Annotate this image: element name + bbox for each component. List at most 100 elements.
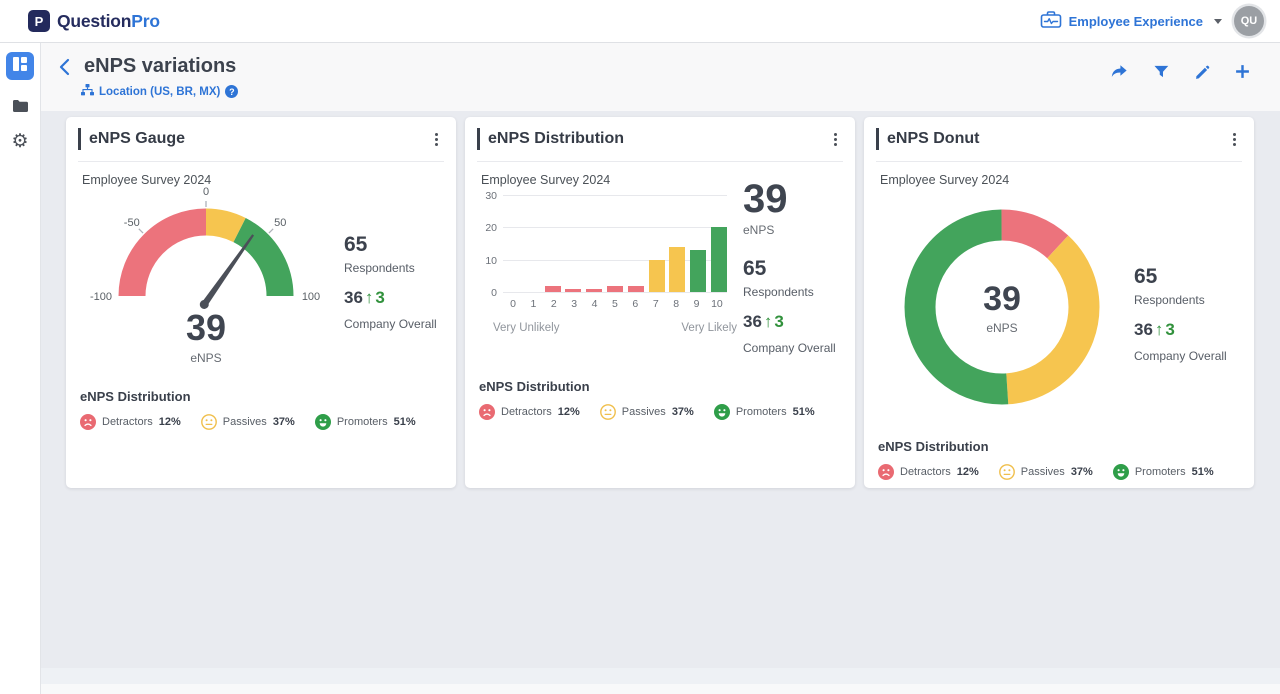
help-icon[interactable]: ?: [225, 85, 239, 98]
divider: [876, 161, 1242, 162]
bar-score-6[interactable]: [627, 285, 644, 292]
add-widget-button[interactable]: [1233, 62, 1252, 81]
edit-button[interactable]: [1192, 62, 1211, 81]
folder-icon: [12, 100, 29, 117]
workspace-selector[interactable]: Employee Experience: [1040, 10, 1222, 32]
x-tick-label: 2: [550, 298, 557, 310]
card-menu-button[interactable]: [429, 127, 444, 152]
distribution-heading: eNPS Distribution: [479, 379, 590, 394]
card-title: eNPS Donut: [887, 130, 980, 147]
enps-donut-card: eNPS Donut Employee Survey 2024 39 eNPS …: [864, 117, 1254, 488]
promoter-face-icon: [713, 404, 730, 420]
distribution-heading: eNPS Distribution: [878, 439, 989, 454]
legend-item-passives: Passives 37%: [998, 464, 1093, 480]
questionpro-logo-icon[interactable]: P: [28, 10, 50, 32]
company-delta: 3: [1165, 320, 1175, 339]
gridline: [503, 195, 727, 196]
detractor-face-icon: [878, 464, 894, 480]
legend-item-detractors: Detractors 12%: [479, 404, 580, 420]
x-tick-label: 0: [510, 298, 516, 310]
filter-button[interactable]: [1151, 62, 1170, 81]
share-button[interactable]: [1108, 61, 1129, 82]
legend-item-promoters: Promoters 51%: [314, 414, 416, 430]
legend-value: 12%: [557, 406, 580, 418]
respondents-label: Respondents: [344, 261, 415, 275]
sidebar-item-folders[interactable]: [12, 99, 29, 113]
svg-text:0: 0: [203, 186, 209, 198]
sidebar-item-dashboards[interactable]: [6, 52, 34, 80]
divider: [477, 161, 843, 162]
legend-value: 51%: [1191, 466, 1214, 478]
x-tick-label: 5: [612, 298, 618, 310]
stats-column: 65 Respondents 36 ↑ 3 Company Overall: [344, 233, 462, 331]
page-title: eNPS variations: [84, 55, 237, 77]
legend-label: Passives: [222, 416, 267, 428]
page-header: eNPS variations Location (US, BR, MX) ?: [41, 43, 1280, 111]
company-score: 36: [344, 288, 363, 307]
footer-strip: [41, 668, 1280, 684]
legend-label: Promoters: [735, 406, 787, 418]
bar-score-8[interactable]: [669, 246, 686, 292]
card-accent-bar: [876, 128, 879, 150]
x-tick-label: 8: [673, 298, 680, 310]
bar-score-10[interactable]: [710, 227, 727, 292]
location-filter-label: Location (US, BR, MX): [99, 85, 221, 98]
gridline: [503, 292, 727, 293]
bar-score-3[interactable]: [565, 288, 582, 292]
footer-strip: [41, 684, 1280, 694]
card-menu-button[interactable]: [1227, 127, 1242, 152]
legend-item-promoters: Promoters 51%: [713, 404, 815, 420]
enps-legend: Detractors 12% Passives 37% Promoters 51%: [80, 414, 416, 430]
up-arrow-icon: ↑: [763, 312, 773, 331]
card-accent-bar: [78, 128, 81, 150]
x-tick-label: 1: [530, 298, 537, 310]
passive-face-icon: [200, 414, 217, 430]
axis-label-left: Very Unlikely: [493, 322, 560, 334]
divider: [78, 161, 444, 162]
passive-face-icon: [998, 464, 1015, 480]
svg-text:50: 50: [274, 217, 286, 229]
brand-suffix: Pro: [131, 10, 160, 31]
bar-score-2[interactable]: [544, 285, 561, 292]
donut-chart: 39 eNPS: [902, 207, 1102, 407]
x-tick-label: 6: [632, 298, 639, 310]
chevron-down-icon: [1214, 18, 1222, 24]
legend-label: Promoters: [1134, 466, 1186, 478]
y-tick-label: 20: [485, 222, 497, 235]
sidebar-item-settings[interactable]: ⚙: [11, 132, 28, 151]
location-filter-chip[interactable]: Location (US, BR, MX) ?: [41, 78, 1280, 99]
up-arrow-icon: ↑: [1154, 320, 1164, 339]
top-navigation-bar: P QuestionPro Employee Experience QU: [0, 0, 1280, 43]
legend-value: 12%: [956, 466, 979, 478]
axis-label-right: Very Likely: [681, 322, 737, 334]
card-menu-button[interactable]: [828, 127, 843, 152]
user-avatar[interactable]: QU: [1234, 6, 1264, 36]
y-tick-label: 0: [491, 287, 497, 299]
enps-distribution-card: eNPS Distribution Employee Survey 2024 3…: [465, 117, 855, 488]
bar-score-5[interactable]: [606, 285, 623, 292]
dashboard-grid-icon: [13, 56, 27, 76]
bar-score-7[interactable]: [648, 259, 665, 292]
respondents-label: Respondents: [743, 285, 814, 299]
card-title: eNPS Distribution: [488, 130, 625, 147]
card-title: eNPS Gauge: [89, 130, 186, 147]
svg-text:100: 100: [302, 291, 320, 303]
back-button[interactable]: [57, 57, 71, 77]
left-sidebar: ⚙: [0, 43, 41, 694]
enps-score: 39: [743, 177, 788, 221]
bar-score-9[interactable]: [690, 249, 707, 292]
likelihood-bar-chart: 30 20 10 0 0 1 2 3 4 5 6 7 8 9 10 Very Unlikely Very …: [477, 190, 737, 334]
x-tick-label: 10: [711, 298, 723, 310]
company-score: 36: [743, 312, 762, 331]
bar-score-4[interactable]: [586, 288, 603, 292]
brand-name[interactable]: QuestionPro: [57, 11, 160, 32]
promoter-face-icon: [1112, 464, 1129, 480]
legend-label: Detractors: [900, 466, 951, 478]
enps-score-label: eNPS: [190, 351, 222, 365]
company-delta: 3: [375, 288, 385, 307]
legend-item-promoters: Promoters 51%: [1112, 464, 1214, 480]
legend-item-passives: Passives 37%: [200, 414, 295, 430]
enps-legend: Detractors 12% Passives 37% Promoters 51%: [479, 404, 815, 420]
enps-score: 39: [185, 307, 227, 348]
